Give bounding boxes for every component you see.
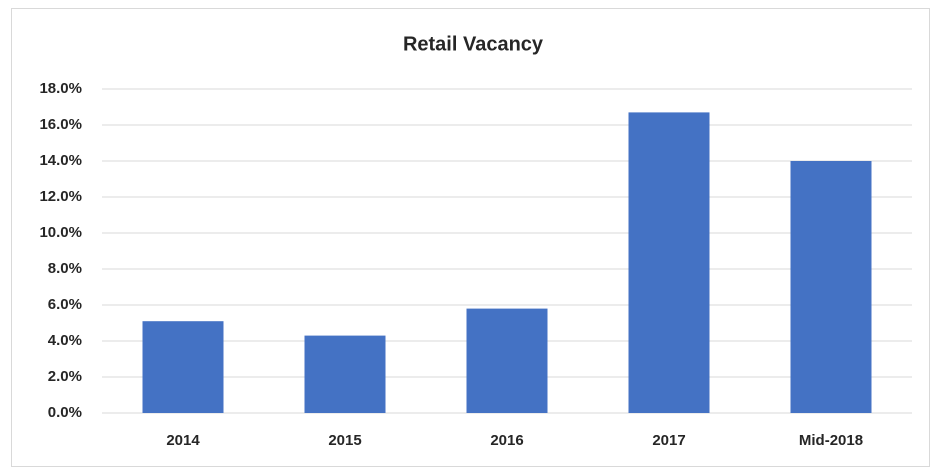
bar [466,308,548,413]
x-tick-label: Mid-2018 [799,432,863,449]
y-tick-label: 10.0% [39,224,82,241]
y-tick-label: 0.0% [48,404,82,421]
x-tick-label: 2014 [166,432,200,449]
bar [304,335,386,413]
y-tick-label: 18.0% [39,80,82,97]
y-tick-label: 16.0% [39,116,82,133]
x-tick-label: 2016 [490,432,523,449]
y-tick-label: 2.0% [48,368,82,385]
x-tick-label: 2017 [652,432,685,449]
y-tick-label: 6.0% [48,296,82,313]
y-tick-label: 12.0% [39,188,82,205]
bar [628,112,710,414]
x-tick-label: 2015 [328,432,361,449]
bar [142,321,224,413]
y-tick-label: 14.0% [39,152,82,169]
y-tick-label: 4.0% [48,332,82,349]
y-tick-label: 8.0% [48,260,82,277]
chart-title: Retail Vacancy [403,33,544,55]
bar [790,161,872,413]
